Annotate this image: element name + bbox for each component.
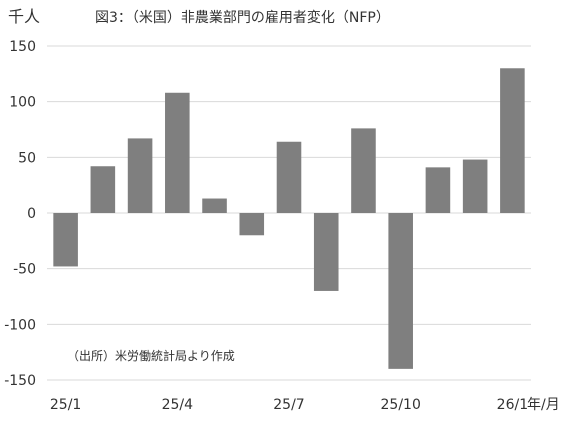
y-tick-label: -150 (4, 373, 36, 389)
bar-25-3 (127, 138, 153, 213)
x-tick-labels: 25/1 25/4 25/7 25/10 26/1 (50, 397, 528, 413)
bar-25-9 (351, 128, 376, 213)
bar-25-11 (425, 167, 451, 213)
x-tick-label: 25/10 (381, 397, 421, 413)
y-tick-labels: 150 100 50 0 -50 -100 -150 (4, 39, 36, 389)
x-tick-label: 26/1 (497, 397, 528, 413)
y-axis-unit-label: 千人 (8, 7, 40, 26)
bar-25-10 (388, 213, 413, 369)
bar-25-5 (202, 198, 227, 213)
bar-25-4 (165, 92, 190, 213)
bars (53, 68, 525, 369)
x-tick-label: 25/4 (162, 397, 194, 413)
bar-25-8 (313, 213, 339, 291)
bar-25-6 (239, 213, 265, 236)
bar-25-7 (276, 141, 302, 213)
x-tick-label: 25/1 (50, 397, 81, 413)
x-axis-unit-label: 年/月 (527, 397, 560, 413)
bar-26-1 (500, 68, 525, 214)
x-tick-label: 25/7 (273, 397, 304, 413)
y-tick-label: -50 (13, 262, 36, 278)
source-note: （出所）米労働統計局より作成 (67, 348, 235, 363)
bar-25-1 (53, 213, 78, 267)
y-tick-label: 0 (27, 206, 36, 222)
y-tick-label: -100 (4, 317, 36, 333)
chart-title: 図3：（米国）非農業部門の雇用者変化（NFP） (95, 9, 390, 26)
y-tick-label: 100 (9, 95, 36, 111)
y-tick-label: 50 (18, 150, 36, 166)
bar-25-12 (462, 159, 488, 213)
y-tick-label: 150 (9, 39, 36, 55)
bar-25-2 (90, 166, 116, 213)
